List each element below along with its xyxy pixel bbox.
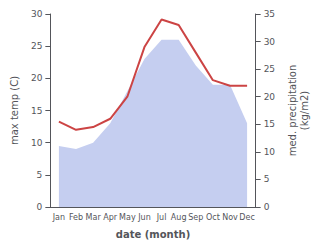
svg-text:Jul: Jul — [156, 213, 167, 222]
svg-text:Oct: Oct — [206, 213, 220, 222]
svg-text:35: 35 — [264, 9, 275, 19]
svg-text:15: 15 — [264, 119, 275, 129]
svg-text:med. precipitation: med. precipitation — [287, 65, 298, 157]
svg-text:Mar: Mar — [86, 213, 102, 222]
svg-text:10: 10 — [31, 138, 43, 148]
svg-text:Nov: Nov — [222, 213, 238, 222]
svg-text:25: 25 — [264, 64, 275, 74]
svg-text:Aug: Aug — [171, 213, 187, 222]
svg-text:20: 20 — [31, 73, 43, 83]
svg-text:(kg/m2): (kg/m2) — [299, 91, 310, 131]
svg-text:Jan: Jan — [52, 213, 65, 222]
svg-text:May: May — [119, 213, 136, 222]
svg-text:30: 30 — [264, 37, 276, 47]
svg-text:20: 20 — [264, 92, 276, 102]
svg-text:5: 5 — [37, 170, 43, 180]
svg-text:30: 30 — [31, 9, 43, 19]
svg-text:15: 15 — [31, 106, 42, 116]
svg-text:Sep: Sep — [188, 213, 203, 222]
svg-text:25: 25 — [31, 41, 42, 51]
svg-text:Jun: Jun — [137, 213, 151, 222]
svg-text:0: 0 — [37, 202, 43, 212]
svg-text:Feb: Feb — [69, 213, 83, 222]
svg-text:5: 5 — [264, 174, 270, 184]
svg-text:Dec: Dec — [239, 213, 254, 222]
svg-text:max temp (C): max temp (C) — [9, 76, 20, 145]
svg-text:0: 0 — [264, 202, 270, 212]
svg-text:date (month): date (month) — [116, 229, 190, 240]
svg-text:Apr: Apr — [103, 213, 118, 222]
svg-text:10: 10 — [264, 147, 276, 157]
